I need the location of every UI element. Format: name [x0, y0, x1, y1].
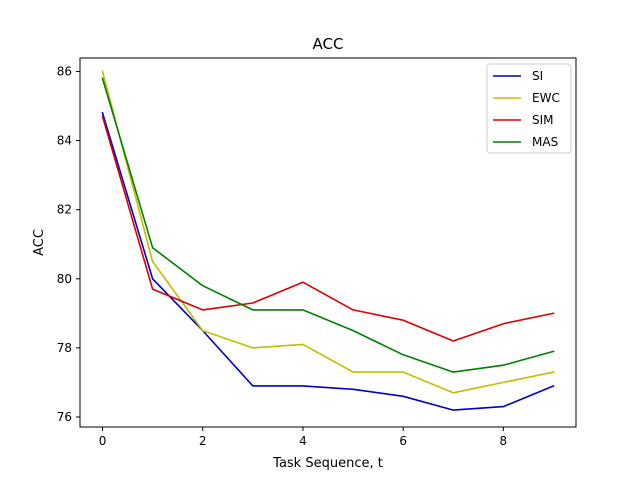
- series-line-si: [101, 111, 555, 411]
- y-tick-label: 78: [57, 341, 72, 355]
- y-tick-label: 82: [57, 203, 72, 217]
- y-tick-label: 84: [57, 134, 72, 148]
- chart-title: ACC: [313, 35, 344, 53]
- y-tick-label: 86: [57, 64, 72, 78]
- series-line-sim: [101, 115, 555, 342]
- legend-label-mas: MAS: [532, 135, 558, 149]
- series-layer: [101, 70, 555, 411]
- legend-label-ewc: EWC: [532, 91, 560, 105]
- y-tick-label: 76: [57, 410, 72, 424]
- ticks-layer: 0 2 4 6 8 76 78 80 82 84 86: [57, 64, 507, 448]
- x-tick-label: 6: [399, 434, 407, 448]
- x-axis-label: Task Sequence, t: [272, 456, 383, 471]
- legend: SI EWC SIM MAS: [486, 63, 572, 154]
- y-tick-label: 80: [57, 272, 72, 286]
- series-line-mas: [101, 77, 555, 373]
- plot-frame: [79, 57, 577, 428]
- x-tick-label: 2: [199, 434, 207, 448]
- legend-box: [486, 63, 572, 154]
- legend-label-si: SI: [532, 69, 543, 83]
- legend-label-sim: SIM: [532, 113, 554, 127]
- series-line-ewc: [101, 70, 555, 394]
- x-tick-label: 4: [299, 434, 307, 448]
- x-tick-label: 0: [99, 434, 107, 448]
- x-tick-label: 8: [500, 434, 508, 448]
- y-axis-label: ACC: [32, 229, 47, 256]
